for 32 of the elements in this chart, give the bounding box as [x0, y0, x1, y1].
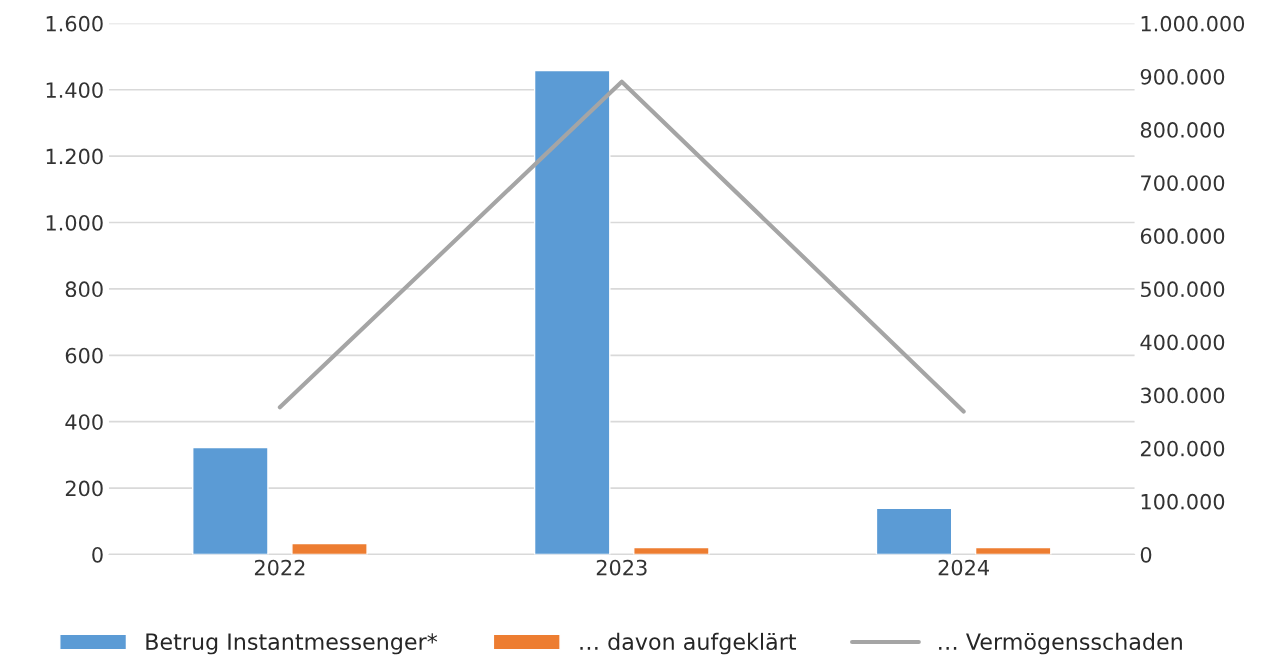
x-tick-label: 2022 — [254, 559, 305, 576]
y2-tick-label: 300.000 — [1141, 387, 1225, 404]
legend-label: … davon aufgeklärt — [580, 632, 797, 655]
legend-label: … Vermögensschaden — [939, 632, 1182, 655]
y2-tick-label: 400.000 — [1140, 334, 1225, 351]
y2-tick-label: 1.000.000 — [1141, 15, 1245, 32]
x-tick-label: 2024 — [938, 559, 989, 576]
y2-tick-label: 700.000 — [1141, 175, 1225, 191]
y2-tick-label: 900.000 — [1140, 68, 1225, 85]
bar — [974, 546, 1052, 555]
y2-tick-label: 500.000 — [1141, 281, 1225, 298]
y-tick-label: 1.000 — [46, 214, 103, 231]
y-tick-label: 0 — [92, 546, 103, 563]
y-tick-label: 1.200 — [46, 148, 103, 165]
y2-tick-label: 200.000 — [1140, 440, 1225, 457]
bar — [875, 507, 953, 555]
y2-tick-label: 600.000 — [1140, 228, 1225, 245]
legend-label: Betrug Instantmessenger* — [146, 633, 438, 655]
y-tick-label: 1.600 — [46, 15, 103, 32]
x-tick-label: 2023 — [596, 559, 647, 576]
bar — [192, 446, 269, 555]
y-tick-label: 1.400 — [46, 82, 103, 98]
y-tick-label: 800 — [65, 281, 103, 298]
y-tick-label: 400 — [65, 414, 103, 430]
y-tick-label: 200 — [65, 480, 103, 497]
y2-tick-label: 100.000 — [1141, 493, 1225, 510]
bar — [633, 546, 710, 555]
y-tick-label: 600 — [65, 347, 103, 364]
bar — [533, 69, 611, 555]
y2-tick-label: 0 — [1140, 546, 1152, 563]
bar — [291, 542, 368, 555]
y2-tick-label: 800.000 — [1140, 122, 1225, 138]
